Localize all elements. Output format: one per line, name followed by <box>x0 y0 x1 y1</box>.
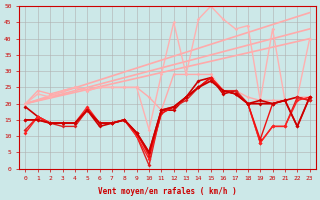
X-axis label: Vent moyen/en rafales ( km/h ): Vent moyen/en rafales ( km/h ) <box>98 187 237 196</box>
